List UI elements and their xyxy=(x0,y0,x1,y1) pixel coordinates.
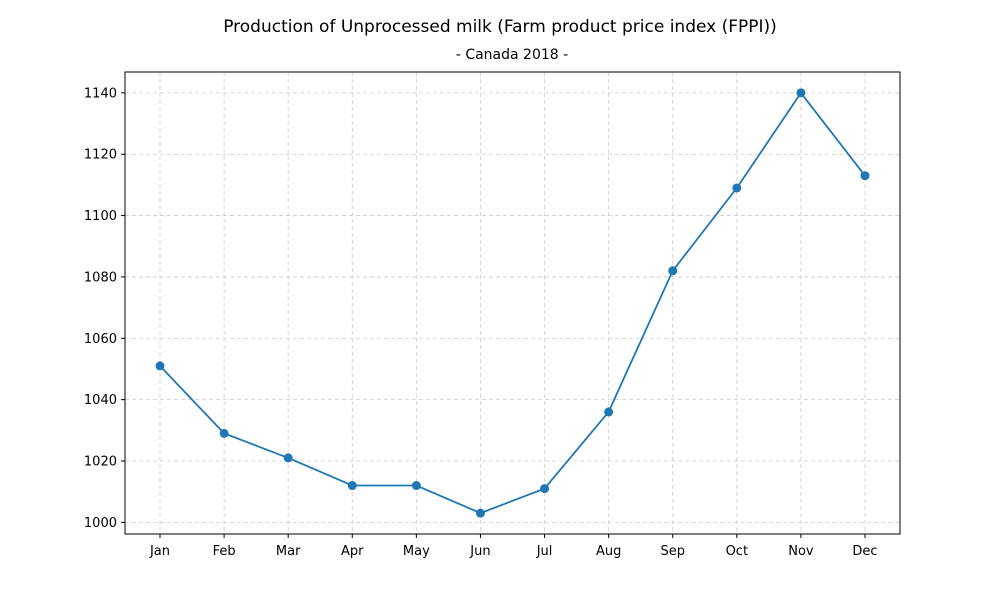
data-point xyxy=(155,361,165,371)
y-tick-label: 1140 xyxy=(84,86,117,101)
y-tick-label: 1020 xyxy=(84,454,117,469)
chart-title: Production of Unprocessed milk (Farm pro… xyxy=(223,17,777,37)
data-point xyxy=(732,183,742,193)
x-tick-label: Dec xyxy=(852,544,877,559)
data-point xyxy=(860,171,870,181)
data-point xyxy=(219,428,229,438)
x-tick-label: Mar xyxy=(276,544,301,559)
y-tick-label: 1040 xyxy=(84,393,117,408)
x-tick-label: Jun xyxy=(469,544,490,559)
x-tick-label: Sep xyxy=(660,544,685,559)
y-tick-label: 1000 xyxy=(84,516,117,531)
data-point xyxy=(796,88,806,98)
grid-lines xyxy=(125,72,900,534)
x-tick-label: Nov xyxy=(788,544,814,559)
data-point xyxy=(540,484,550,494)
x-tick-label: Jul xyxy=(536,544,553,559)
plot-area-frame xyxy=(124,71,901,535)
y-tick-label: 1100 xyxy=(84,209,117,224)
data-point xyxy=(604,407,614,417)
data-point xyxy=(283,453,293,463)
y-axis: 1000 1020 1040 1060 1080 1100 1120 1140 xyxy=(84,86,125,531)
x-tick-label: Apr xyxy=(341,544,364,559)
x-tick-label: May xyxy=(403,544,430,559)
data-point xyxy=(668,266,678,276)
series-layer xyxy=(155,88,870,518)
y-tick-label: 1080 xyxy=(84,270,117,285)
data-point xyxy=(475,508,485,518)
y-tick-label: 1120 xyxy=(84,148,117,163)
x-tick-label: Oct xyxy=(726,544,748,559)
data-point xyxy=(347,481,357,491)
x-tick-label: Feb xyxy=(213,544,236,559)
chart-subtitle: - Canada 2018 - xyxy=(456,47,568,63)
x-tick-label: Jan xyxy=(149,544,170,559)
y-tick-label: 1060 xyxy=(84,332,117,347)
x-axis: Jan Feb Mar Apr May Jun Jul Aug Sep Oct Nov Dec xyxy=(149,534,878,559)
series-line xyxy=(159,91,866,515)
data-point xyxy=(411,481,421,491)
x-tick-label: Aug xyxy=(596,544,621,559)
